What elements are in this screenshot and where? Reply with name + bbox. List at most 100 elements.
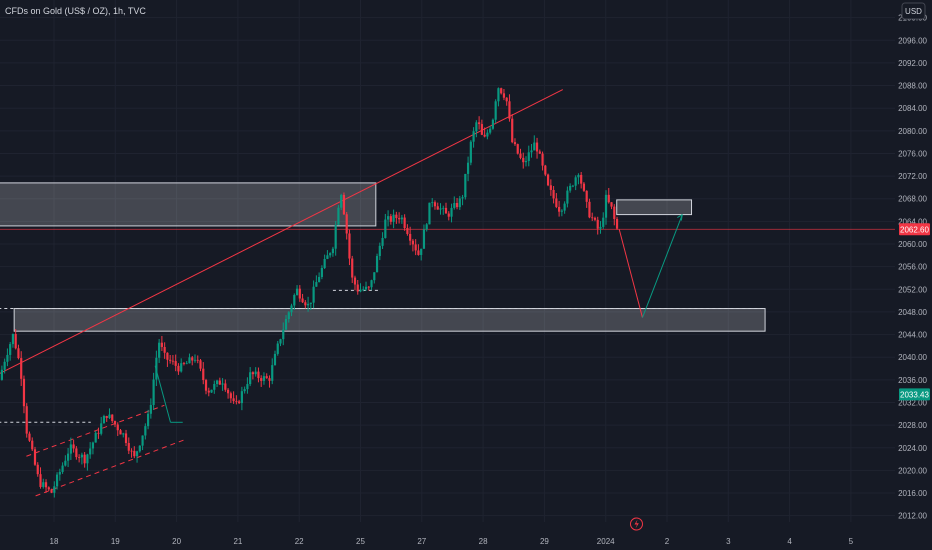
projection-line[interactable] [618, 229, 643, 318]
price-axis-panel[interactable] [895, 0, 932, 522]
candle-body [475, 122, 478, 132]
zones-layer [0, 182, 766, 332]
candle-body [345, 214, 348, 234]
candle-body [522, 157, 525, 163]
candle-body [80, 454, 83, 458]
y-tick-label: 2080.00 [898, 127, 927, 136]
candle-body [171, 360, 175, 362]
candle-body [524, 161, 528, 163]
x-tick-label: 29 [540, 537, 549, 546]
candle-body [221, 383, 224, 385]
candle-body [287, 312, 290, 320]
x-tick-label: 5 [849, 537, 854, 546]
candle-body [108, 414, 111, 418]
chart-grid [0, 0, 895, 522]
candle-body [66, 453, 70, 461]
secondary-price-tag-text: 2033.43 [900, 390, 929, 399]
candle-body [276, 343, 279, 354]
candle-body [86, 454, 89, 464]
candle-body [91, 442, 95, 449]
candle-body [610, 202, 613, 207]
candle-body [42, 482, 45, 487]
candle-body [489, 128, 492, 133]
x-tick-label: 27 [417, 537, 426, 546]
candle-body [450, 207, 453, 217]
candle-body [20, 358, 23, 379]
candle-body [472, 131, 475, 142]
candle-body [83, 454, 86, 464]
y-tick-label: 2056.00 [898, 263, 927, 272]
candle-body [55, 474, 59, 487]
secondary-price-tag [899, 388, 930, 401]
y-tick-label: 2068.00 [898, 195, 927, 204]
y-tick-label: 2016.00 [898, 489, 927, 498]
projection-line[interactable] [154, 365, 171, 423]
channel-line[interactable] [26, 404, 165, 457]
candle-body [235, 401, 238, 402]
lightning-icon[interactable] [630, 517, 643, 531]
candle-body [447, 213, 450, 217]
candle-body [240, 391, 243, 404]
candle-body [425, 224, 428, 230]
candle-body [502, 93, 506, 98]
candle-body [111, 414, 114, 422]
candle-body [461, 197, 464, 199]
zone-rect[interactable] [616, 199, 693, 216]
candle-body [577, 174, 580, 178]
y-tick-label: 2076.00 [898, 149, 927, 158]
candle-body [177, 365, 180, 372]
candle-body [273, 353, 277, 366]
y-tick-label: 2048.00 [898, 308, 927, 317]
last-price-tag-text: 2062.60 [900, 225, 929, 234]
x-tick-label: 25 [356, 537, 365, 546]
y-tick-label: 2060.00 [898, 240, 927, 249]
candle-body [538, 151, 541, 154]
chart-title: CFDs on Gold (US$ / OZ), 1h, TVC [5, 6, 146, 16]
currency-button[interactable]: USD [901, 2, 926, 20]
y-tick-label: 2072.00 [898, 172, 927, 181]
candle-body [409, 233, 412, 241]
candle-body [207, 390, 210, 393]
candle-body [527, 152, 530, 162]
candle-body [196, 359, 199, 361]
zone-rect[interactable] [13, 308, 766, 332]
candle-body [39, 474, 42, 487]
candle-body [127, 443, 130, 451]
candle-body [69, 444, 72, 454]
candle-body [593, 217, 597, 220]
candle-body [513, 142, 517, 145]
candle-body [558, 206, 561, 212]
candle-body [284, 319, 288, 330]
candle-body [574, 177, 577, 186]
candle-body [174, 361, 177, 366]
candle-body [422, 229, 426, 249]
candle-body [113, 421, 117, 425]
candle-body [560, 210, 563, 212]
candle-body [403, 217, 406, 229]
candle-body [257, 371, 260, 379]
y-tick-label: 2012.00 [898, 512, 927, 521]
candle-body [348, 233, 351, 259]
candle-body [615, 218, 619, 229]
trendline[interactable] [0, 89, 564, 378]
candle-body [544, 165, 547, 175]
candle-body [215, 380, 219, 385]
candle-body [160, 342, 163, 347]
candle-body [331, 248, 335, 254]
zone-rect[interactable] [0, 182, 377, 227]
candle-body [406, 228, 409, 234]
candle-body [105, 415, 108, 418]
candle-body [356, 284, 359, 292]
projection-line[interactable] [642, 214, 683, 318]
candle-body [378, 245, 381, 257]
candle-body [191, 357, 194, 361]
time-axis[interactable]: 18 19 20 21 22 25 27 28 29 2024 2 3 4 5 [50, 537, 854, 546]
candle-body [323, 258, 326, 268]
candle-body [444, 207, 448, 214]
candle-body [571, 185, 575, 187]
candle-body [585, 190, 588, 202]
candle-body [486, 132, 489, 137]
candle-body [436, 206, 439, 210]
candle-body [535, 142, 539, 152]
